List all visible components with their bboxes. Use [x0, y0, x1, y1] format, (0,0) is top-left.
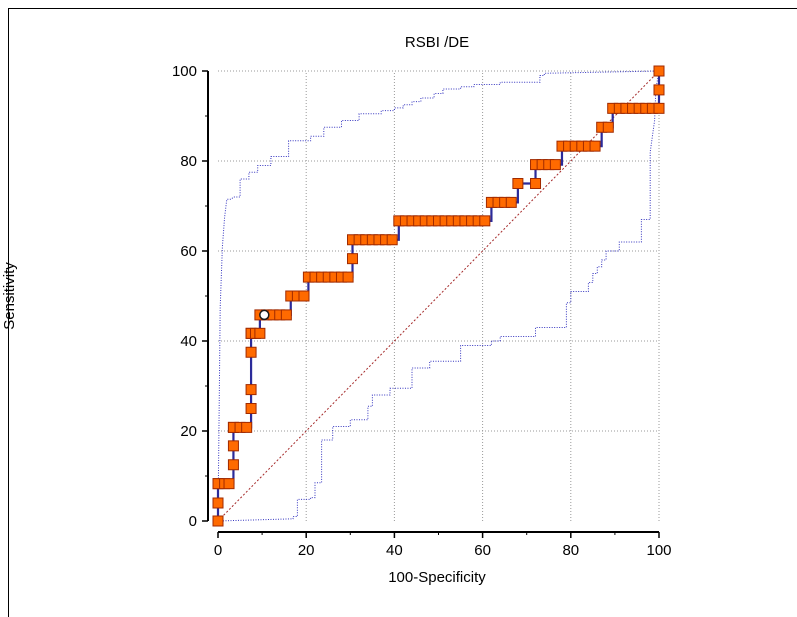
roc-point: [512, 178, 524, 189]
x-tick-label: 20: [298, 542, 315, 559]
roc-point: [241, 421, 253, 433]
y-tick-label: 20: [180, 423, 197, 440]
x-tick-label: 60: [474, 542, 491, 559]
chart-title: RSBI /DE: [405, 34, 469, 51]
roc-point: [223, 478, 235, 490]
roc-point: [602, 121, 614, 133]
roc-point: [505, 196, 517, 208]
roc-point: [479, 215, 491, 227]
x-tick-label: 100: [646, 542, 671, 559]
y-tick-label: 60: [180, 243, 197, 260]
confidence-bounds: [217, 70, 660, 522]
roc-point: [245, 346, 257, 358]
roc-point: [298, 290, 310, 302]
roc-point: [280, 309, 292, 321]
axes: 0 20 40 60 80 100 0 20 40 60 80 100: [172, 63, 672, 559]
roc-point: [245, 403, 257, 414]
roc-point: [530, 178, 542, 189]
x-tick-label: 0: [214, 542, 222, 559]
roc-point: [245, 384, 257, 396]
roc-point: [589, 140, 601, 152]
reference-diagonal: [217, 70, 660, 522]
roc-point: [212, 497, 224, 509]
roc-point: [347, 253, 359, 265]
x-tick-label: 40: [386, 542, 403, 559]
roc-point: [227, 440, 239, 452]
criterion-point: [259, 309, 270, 321]
roc-point: [653, 84, 665, 96]
x-axis-title: 100-Specificity: [388, 569, 486, 586]
y-tick-label: 80: [180, 153, 197, 170]
y-axis-title: Sensitivity: [1, 262, 18, 330]
roc-point: [254, 327, 266, 339]
x-tick-label: 80: [562, 542, 579, 559]
y-tick-label: 40: [180, 333, 197, 350]
chart-frame: [8, 8, 797, 617]
roc-point: [342, 271, 354, 283]
y-tick-label: 100: [172, 63, 197, 80]
roc-point: [653, 65, 665, 77]
roc-point: [212, 515, 224, 527]
diagonal-line: [217, 70, 660, 522]
roc-point: [386, 234, 398, 246]
roc-point: [227, 459, 239, 471]
roc-point: [549, 159, 561, 171]
roc-point: [653, 102, 665, 114]
roc-curve: [212, 65, 665, 527]
y-tick-label: 0: [189, 513, 197, 530]
ci-upper-line: [217, 70, 660, 522]
